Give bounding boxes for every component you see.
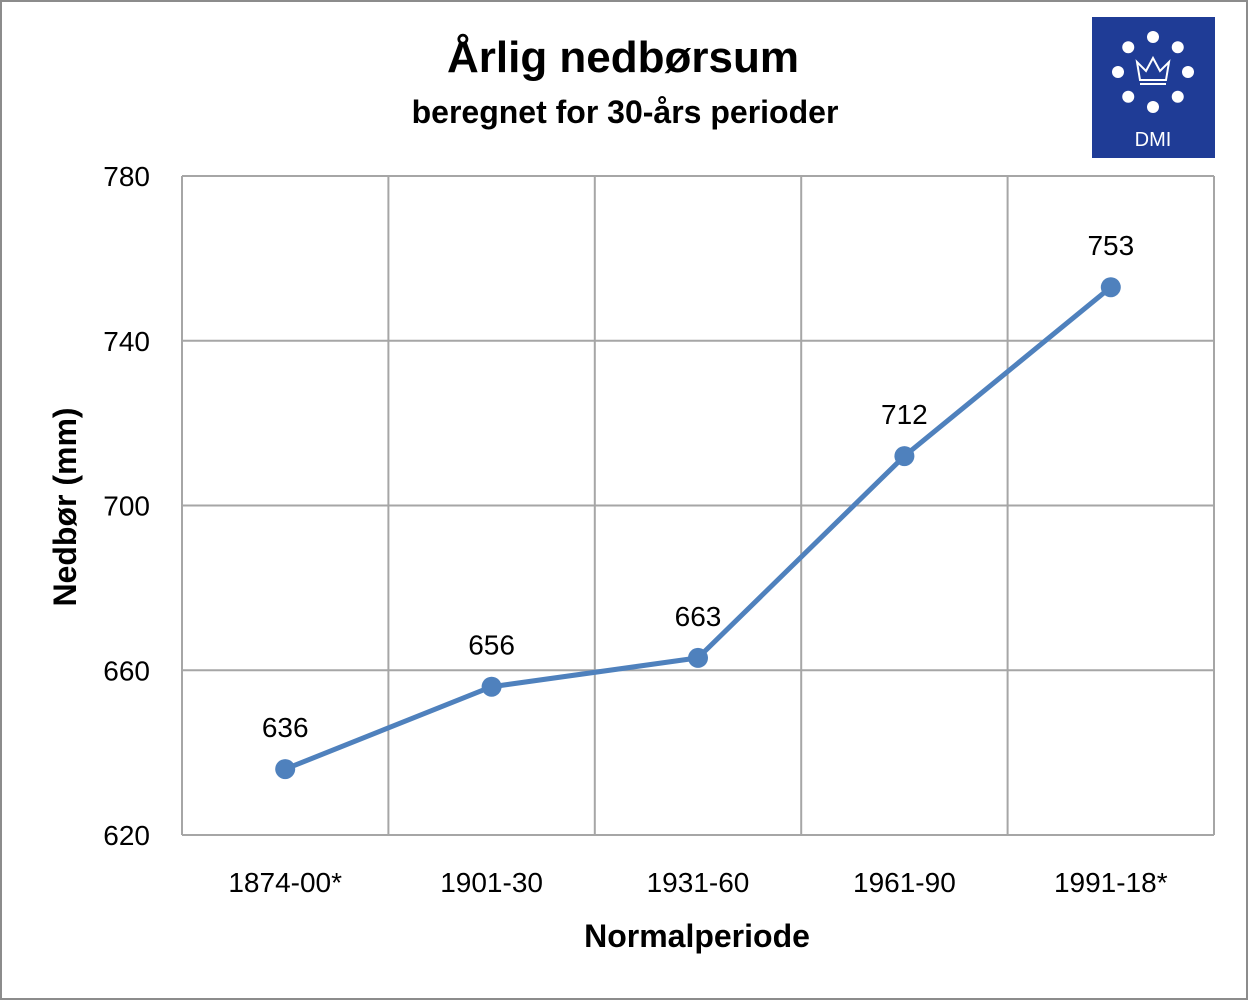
logo-star [1182, 66, 1194, 78]
x-axis-ticks: 1874-00* 1901-30 1931-60 1961-90 1991-18* [228, 867, 1167, 898]
logo-text: DMI [1135, 129, 1172, 151]
y-tick-label: 780 [103, 161, 150, 192]
logo-star [1171, 41, 1184, 54]
data-labels: 636 656 663 712 753 [262, 230, 1134, 743]
logo-star [1122, 90, 1135, 103]
logo-star [1147, 31, 1159, 43]
y-tick-label: 660 [103, 655, 150, 686]
series-line [284, 285, 1113, 772]
x-tick-label: 1961-90 [853, 867, 956, 898]
data-label: 656 [468, 630, 515, 661]
crown-icon [1135, 55, 1171, 81]
data-point [688, 647, 708, 668]
dmi-logo: DMI [1092, 17, 1215, 158]
y-tick-label: 700 [103, 491, 150, 522]
chart-title: Årlig nedbørsum [447, 33, 799, 82]
data-point [894, 446, 915, 467]
data-point [1100, 277, 1121, 298]
logo-star [1171, 90, 1184, 103]
y-tick-label: 740 [103, 326, 150, 357]
data-point [481, 676, 502, 697]
y-tick-label: 620 [103, 820, 150, 851]
data-points [275, 277, 1121, 780]
y-axis-title: Nedbør (mm) [47, 407, 83, 606]
grid [181, 175, 1215, 836]
data-label: 663 [675, 601, 722, 632]
data-label: 753 [1087, 230, 1134, 261]
data-label: 712 [881, 399, 928, 430]
x-tick-label: 1901-30 [440, 867, 543, 898]
y-axis-ticks: 620 660 700 740 780 [103, 161, 150, 851]
data-point [275, 759, 296, 780]
crown-stars-icon [1112, 31, 1194, 113]
chart-subtitle: beregnet for 30-års perioder [412, 94, 839, 130]
series-lines [284, 285, 1113, 772]
x-tick-label: 1991-18* [1054, 867, 1168, 898]
logo-star [1147, 101, 1159, 113]
logo-star [1112, 66, 1124, 78]
x-axis-title: Normalperiode [584, 918, 810, 954]
data-label: 636 [262, 712, 309, 743]
x-tick-label: 1874-00* [228, 867, 342, 898]
logo-star [1122, 41, 1135, 54]
x-tick-label: 1931-60 [647, 867, 750, 898]
